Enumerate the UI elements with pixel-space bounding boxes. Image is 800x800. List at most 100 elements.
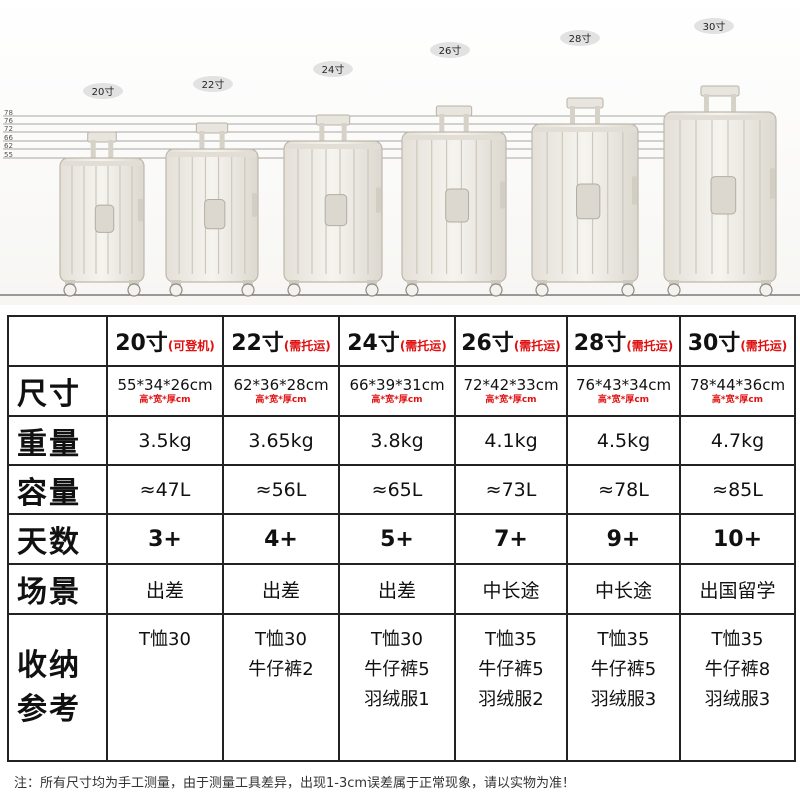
size-name: 20寸: [115, 331, 168, 356]
ruler-tick-label: 78: [4, 109, 13, 117]
dims-cell: 76*43*34cm 高*宽*厚cm: [566, 365, 681, 417]
size-bubble-label: 20寸: [92, 85, 115, 98]
dims-note: 高*宽*厚cm: [711, 395, 764, 405]
days-cell: 7+: [454, 513, 568, 565]
size-bubble: 22寸: [193, 76, 233, 92]
size-header-5: 30寸(需托运): [679, 315, 796, 367]
storage-item: T恤30: [255, 629, 307, 650]
storage-cell: T恤30: [106, 613, 224, 762]
size-name: 24寸: [347, 331, 400, 356]
dims-value: 66*39*31cm: [349, 376, 445, 394]
size-bubble: 26寸: [430, 42, 470, 58]
dims-note: 高*宽*厚cm: [597, 395, 650, 405]
suitcase-28寸: [531, 97, 639, 297]
size-header-3: 26寸(需托运): [454, 315, 568, 367]
size-bubble-label: 30寸: [703, 20, 726, 33]
dims-cell: 62*36*28cm 高*宽*厚cm: [222, 365, 340, 417]
scene-cell: 出国留学: [679, 563, 796, 615]
storage-item: 羽绒服1: [364, 689, 430, 710]
dims-note: 高*宽*厚cm: [255, 395, 307, 405]
dims-cell: 72*42*33cm 高*宽*厚cm: [454, 365, 568, 417]
ruler-tick-label: 72: [4, 125, 13, 133]
dims-value: 76*43*34cm: [575, 376, 672, 394]
weight-row: 重量 3.5kg 3.65kg 3.8kg 4.1kg 4.5kg 4.7kg: [7, 415, 796, 466]
storage-cell: T恤35 牛仔裤8 羽绒服3: [679, 613, 796, 762]
suitcase-22寸: [165, 122, 259, 297]
scene-cell: 出差: [106, 563, 224, 615]
storage-item: 牛仔裤8: [704, 659, 771, 680]
days-cell: 3+: [106, 513, 224, 565]
capacity-cell: ≈56L: [222, 464, 340, 515]
days-cell: 4+: [222, 513, 340, 565]
header-row: 20寸(可登机) 22寸(需托运) 24寸(需托运) 26寸(需托运) 28寸(需托运)…: [7, 315, 796, 367]
size-note: (需托运): [399, 339, 447, 353]
scene-row: 场景 出差 出差 出差 中长途 中长途 出国留学: [7, 563, 796, 615]
weight-cell: 3.5kg: [106, 415, 224, 466]
storage-item: T恤35: [711, 629, 764, 650]
days-row: 天数 3+ 4+ 5+ 7+ 9+ 10+: [7, 513, 796, 565]
storage-item: 牛仔裤5: [364, 659, 430, 680]
size-note: (需托运): [740, 339, 788, 353]
size-name: 26寸: [461, 331, 514, 356]
row-label-size: 尺寸: [7, 365, 108, 417]
footnote: 注：所有尺寸均为手工测量，由于测量工具差异，出现1-3cm误差属于正常现象，请以…: [14, 776, 576, 791]
row-label-storage: 收纳 参考: [7, 613, 108, 762]
suitcase-20寸: [59, 131, 145, 297]
storage-item: 牛仔裤5: [478, 659, 544, 680]
ruler-tick-label: 76: [4, 117, 13, 125]
storage-item: 羽绒服3: [704, 689, 771, 710]
row-label-storage-line2: 参考: [17, 691, 81, 727]
size-bubble: 24寸: [313, 61, 353, 77]
scene-cell: 中长途: [566, 563, 681, 615]
storage-item: T恤35: [597, 629, 650, 650]
days-cell: 9+: [566, 513, 681, 565]
storage-cell: T恤35 牛仔裤5 羽绒服2: [454, 613, 568, 762]
dims-cell: 55*34*26cm 高*宽*厚cm: [106, 365, 224, 417]
dims-note: 高*宽*厚cm: [371, 395, 423, 405]
size-note: (需托运): [283, 339, 331, 353]
ruler-tick-label: 66: [4, 134, 13, 142]
size-header-1: 22寸(需托运): [222, 315, 340, 367]
row-label-scene: 场景: [7, 563, 108, 615]
corner-cell: [7, 315, 108, 367]
storage-item: 羽绒服3: [590, 689, 657, 710]
size-bubble-label: 24寸: [322, 63, 345, 76]
dims-value: 62*36*28cm: [233, 376, 329, 394]
spec-table: 20寸(可登机) 22寸(需托运) 24寸(需托运) 26寸(需托运) 28寸(需托运)…: [7, 315, 796, 762]
size-bubble: 20寸: [83, 83, 123, 99]
row-label-capacity: 容量: [7, 464, 108, 515]
size-bubble: 30寸: [694, 18, 734, 34]
dims-value: 72*42*33cm: [463, 376, 559, 394]
storage-item: 羽绒服2: [478, 689, 544, 710]
size-row: 尺寸 55*34*26cm 高*宽*厚cm 62*36*28cm 高*宽*厚cm 66*…: [7, 365, 796, 417]
suitcase-26寸: [401, 105, 507, 297]
row-label-weight: 重量: [7, 415, 108, 466]
row-label-storage-line1: 收纳: [17, 647, 81, 683]
days-cell: 5+: [338, 513, 456, 565]
size-header-0: 20寸(可登机): [106, 315, 224, 367]
capacity-cell: ≈78L: [566, 464, 681, 515]
weight-cell: 4.7kg: [679, 415, 796, 466]
capacity-cell: ≈47L: [106, 464, 224, 515]
size-note: (可登机): [167, 339, 215, 353]
dims-value: 55*34*26cm: [117, 376, 213, 394]
dims-note: 高*宽*厚cm: [139, 395, 191, 405]
scene-cell: 出差: [222, 563, 340, 615]
size-bubble-label: 28寸: [569, 32, 592, 45]
weight-cell: 4.5kg: [566, 415, 681, 466]
dims-note: 高*宽*厚cm: [485, 395, 537, 405]
storage-item: 牛仔裤5: [590, 659, 657, 680]
size-header-4: 28寸(需托运): [566, 315, 681, 367]
storage-item: T恤30: [139, 629, 191, 650]
weight-cell: 3.65kg: [222, 415, 340, 466]
storage-item: T恤30: [371, 629, 423, 650]
ruler-tick-label: 62: [4, 142, 13, 150]
size-bubble-label: 26寸: [439, 44, 462, 57]
days-cell: 10+: [679, 513, 796, 565]
scene-cell: 出差: [338, 563, 456, 615]
capacity-cell: ≈85L: [679, 464, 796, 515]
dims-cell: 78*44*36cm 高*宽*厚cm: [679, 365, 796, 417]
weight-cell: 3.8kg: [338, 415, 456, 466]
